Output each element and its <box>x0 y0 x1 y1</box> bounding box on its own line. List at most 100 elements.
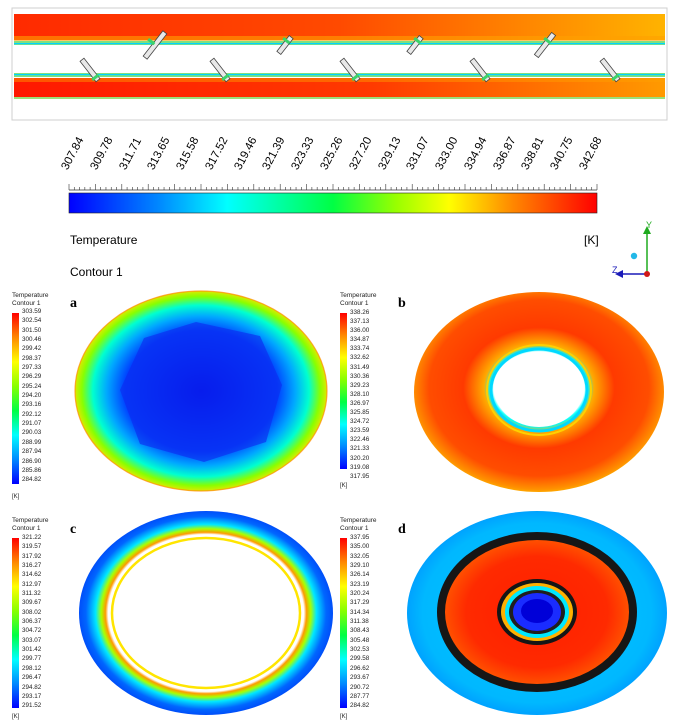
colorbar-tick-label: 323.33 <box>289 135 317 172</box>
legend-value: 317.95 <box>350 472 370 480</box>
legend-value: 336.00 <box>350 327 370 335</box>
legend-value: 293.67 <box>350 674 370 682</box>
panel-d-letter: d <box>398 522 406 537</box>
colorbar-tick-label: 342.68 <box>577 135 605 172</box>
colorbar-tick-label: 336.87 <box>491 135 519 172</box>
colorbar-tick-label: 313.65 <box>145 135 173 172</box>
panel-c-legend-values: 321.22 319.57 317.92 316.27 314.62 312.97 311.… <box>22 533 41 711</box>
legend-value: 294.20 <box>22 392 42 400</box>
panel-d-contour <box>407 511 667 715</box>
legend-value: 284.82 <box>22 476 42 484</box>
legend-value: 308.02 <box>22 608 42 616</box>
legend-value: 296.62 <box>350 664 370 672</box>
legend-value: 284.82 <box>350 702 370 710</box>
legend-value: 328.10 <box>350 390 370 398</box>
legend-value: 301.50 <box>22 326 42 334</box>
legend-value: 287.77 <box>350 692 370 700</box>
colorbar-tick-label: 319.46 <box>232 135 260 172</box>
legend-value: 290.72 <box>350 683 370 691</box>
panel-c-header: Temperature Contour 1 <box>12 517 49 532</box>
legend-value: 292.12 <box>22 410 42 418</box>
legend-value: 302.54 <box>22 317 42 325</box>
legend-value: 320.20 <box>350 454 370 462</box>
legend-value: 291.52 <box>22 702 42 710</box>
legend-value: 332.62 <box>350 354 370 362</box>
panel-d-header: Temperature Contour 1 <box>340 517 377 532</box>
colorbar-tick-label: 334.94 <box>462 135 490 172</box>
legend-value: 293.17 <box>22 692 42 700</box>
legend-value: 295.24 <box>22 382 42 390</box>
legend-value: 337.95 <box>350 534 370 541</box>
panel-b-unit: [K] <box>340 483 348 489</box>
legend-value: 288.99 <box>22 438 42 446</box>
contour-label: Contour 1 <box>70 265 123 279</box>
legend-value: 337.13 <box>350 318 370 326</box>
upper-hot-band <box>14 14 665 40</box>
legend-value: 314.34 <box>350 608 370 616</box>
legend-value: 321.22 <box>22 534 42 541</box>
legend-value: 299.42 <box>22 345 42 353</box>
legend-value: 291.07 <box>22 420 42 428</box>
legend-value: 321.33 <box>350 445 370 453</box>
legend-value: 298.37 <box>22 354 42 362</box>
legend-value: 286.90 <box>22 457 42 465</box>
legend-value: 312.97 <box>22 580 42 588</box>
axis-z-label: Z <box>612 265 618 275</box>
colorbar-tick-label: 338.81 <box>519 135 547 172</box>
legend-value: 296.29 <box>22 373 42 381</box>
legend-value: 331.49 <box>350 363 370 371</box>
legend-value: 330.36 <box>350 372 370 380</box>
legend-value: 293.16 <box>22 401 42 409</box>
panel-d-legend-bar <box>340 538 347 708</box>
legend-value: 311.32 <box>22 590 41 598</box>
panel-b-letter: b <box>398 296 406 311</box>
legend-value: 300.46 <box>22 336 42 344</box>
legend-value: 302.53 <box>350 646 370 654</box>
colorbar-tick-label: 331.07 <box>404 135 432 172</box>
legend-value: 323.59 <box>350 427 370 435</box>
colorbar-tick-label: 321.39 <box>260 135 288 172</box>
colorbar-tick-label: 327.20 <box>347 135 375 172</box>
temperature-colorbar <box>68 184 598 214</box>
legend-value: 325.85 <box>350 409 370 417</box>
legend-value: 314.62 <box>22 571 42 579</box>
legend-value: 326.97 <box>350 399 370 407</box>
panel-c-unit: [K] <box>12 714 20 720</box>
colorbar-unit: [K] <box>584 233 599 247</box>
legend-value: 329.10 <box>350 562 370 570</box>
legend-value: 304.72 <box>22 627 42 635</box>
colorbar-tick-label: 307.84 <box>59 135 87 172</box>
colorbar-tick-label: 325.26 <box>318 135 346 172</box>
legend-value: 303.07 <box>22 636 42 644</box>
legend-value: 305.48 <box>350 636 370 644</box>
legend-value: 301.42 <box>22 646 42 654</box>
legend-value: 290.03 <box>22 429 42 437</box>
colorbar-tick-label: 340.75 <box>548 135 576 172</box>
legend-value: 317.92 <box>22 552 42 560</box>
panel-a-legend-bar <box>12 313 19 484</box>
panel-a-letter: a <box>70 296 77 311</box>
legend-value: 308.43 <box>350 627 370 635</box>
colorbar-tick-label: 333.00 <box>433 135 461 172</box>
colorbar-tick-label: 329.13 <box>375 135 404 172</box>
legend-value: 316.27 <box>22 562 42 570</box>
legend-value: 338.26 <box>350 309 370 316</box>
legend-value: 335.00 <box>350 543 370 551</box>
legend-value: 329.23 <box>350 381 370 389</box>
panel-d-unit: [K] <box>340 714 348 720</box>
axis-y-label: Y <box>646 220 653 230</box>
legend-value: 298.12 <box>22 664 42 672</box>
legend-value: 287.94 <box>22 448 42 456</box>
legend-value: 332.05 <box>350 552 370 560</box>
axis-triad <box>615 226 651 278</box>
panel-a-unit: [K] <box>12 494 20 500</box>
baffles-upper <box>142 30 557 60</box>
legend-value: 285.86 <box>22 466 42 474</box>
panel-a-legend-values: 303.59 302.54 301.50 300.46 299.42 298.37 297.… <box>22 307 41 485</box>
legend-value: 297.33 <box>22 364 42 372</box>
panel-b-contour <box>414 292 664 492</box>
legend-value: 299.77 <box>22 655 42 663</box>
legend-value: 306.37 <box>22 618 42 626</box>
colorbar-tick-label: 311.71 <box>116 136 144 172</box>
colorbar-tick-label: 309.78 <box>88 135 116 172</box>
